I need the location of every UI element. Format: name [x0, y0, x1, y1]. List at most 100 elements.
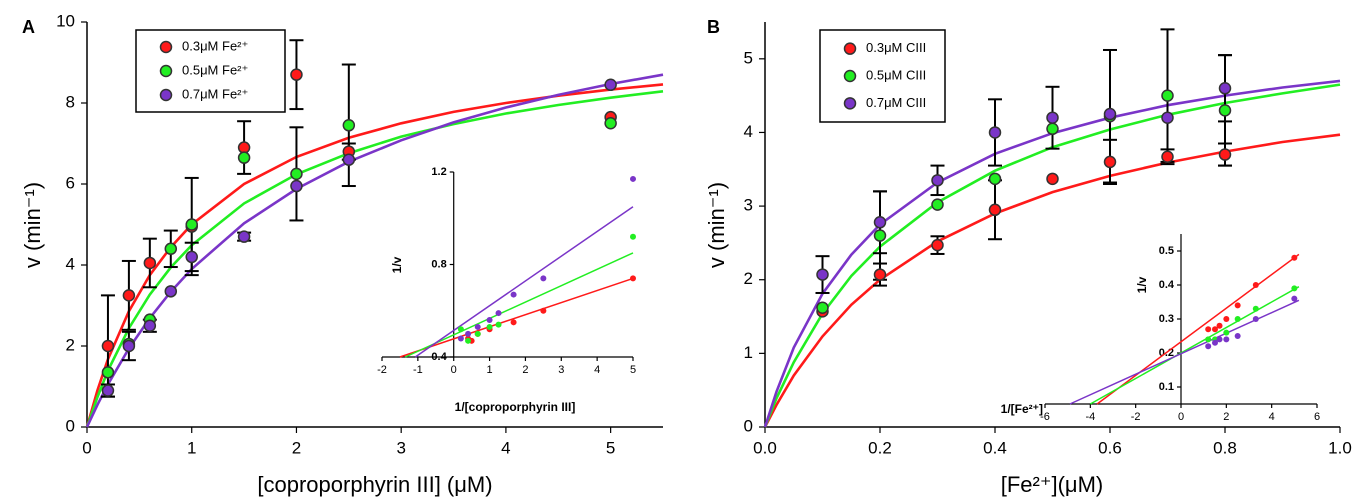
x-axis-label: 1/[coproporphyrin III] [455, 400, 576, 414]
x-tick-label: 2 [1223, 411, 1229, 423]
data-point [1291, 254, 1298, 261]
data-point [604, 78, 617, 92]
y-tick-label: 5 [744, 48, 753, 67]
x-tick-label: 0.6 [1098, 438, 1122, 457]
data-point [1223, 336, 1230, 343]
data-point [873, 229, 887, 242]
legend-label: 0.7μM Fe²⁺ [182, 86, 248, 101]
data-point [1205, 343, 1212, 350]
data-point [486, 323, 493, 330]
x-tick-label: -1 [413, 364, 423, 376]
x-tick-label: 0 [1178, 411, 1184, 423]
data-point [604, 117, 617, 130]
x-tick-label: -4 [1085, 411, 1095, 423]
x-tick-label: 0.4 [983, 438, 1007, 457]
legend-label: 0.3μM CIII [866, 40, 926, 55]
data-point [457, 335, 464, 342]
legend-marker [159, 64, 173, 78]
y-axis-label: 1/v [390, 256, 404, 273]
data-point [474, 330, 481, 337]
fit-line [1096, 253, 1300, 405]
data-point [1216, 336, 1223, 343]
legend-label: 0.7μM CIII [866, 95, 926, 110]
data-point [101, 339, 115, 353]
data-point [1223, 329, 1230, 336]
data-point [931, 238, 944, 252]
data-point [988, 126, 1002, 139]
y-tick-label: 0.1 [1159, 381, 1174, 393]
legend-label: 0.5μM Fe²⁺ [182, 62, 248, 77]
data-point [237, 141, 251, 154]
data-point [1103, 107, 1117, 121]
data-point [342, 153, 356, 166]
data-point [164, 242, 178, 256]
data-point [1205, 326, 1212, 333]
data-point [816, 268, 829, 281]
data-point [988, 172, 1002, 186]
data-point [143, 319, 157, 332]
data-point [630, 275, 636, 282]
fit-line [414, 206, 634, 358]
x-tick-label: 1 [487, 364, 493, 376]
y-tick-label: 4 [66, 254, 75, 273]
x-tick-label: 5 [630, 364, 636, 376]
panel-label: B [707, 17, 720, 37]
data-point [1161, 89, 1174, 102]
data-point [630, 175, 636, 182]
data-point [101, 384, 115, 397]
data-point [1046, 122, 1059, 136]
fit-line [1069, 299, 1300, 405]
legend-marker [159, 88, 173, 102]
y-tick-label: 0.4 [1159, 279, 1175, 291]
y-tick-label: 0.5 [1159, 245, 1174, 257]
y-tick-label: 4 [744, 122, 753, 141]
x-tick-label: 0.2 [868, 438, 892, 457]
legend-box [819, 29, 946, 123]
legend-marker [843, 42, 857, 55]
data-point [988, 203, 1002, 217]
y-tick-label: 8 [66, 92, 75, 111]
data-point [164, 285, 178, 298]
x-tick-label: 4 [594, 364, 600, 376]
fit-line [763, 83, 1341, 428]
data-point [540, 307, 547, 314]
legend-label: 0.5μM CIII [866, 67, 926, 82]
fit-line [763, 133, 1341, 428]
data-point [931, 174, 944, 187]
data-point [1161, 150, 1174, 164]
data-point [816, 301, 829, 314]
data-point [495, 321, 502, 328]
data-point [1103, 155, 1117, 169]
x-tick-label: 3 [558, 364, 564, 376]
data-point [465, 337, 472, 344]
data-point [1234, 333, 1241, 339]
x-tick-label: -2 [377, 364, 387, 376]
data-point [486, 317, 493, 323]
data-point [290, 179, 303, 193]
y-tick-label: 6 [66, 173, 75, 192]
y-tick-label: 2 [66, 335, 75, 354]
x-tick-label: 6 [1314, 411, 1320, 423]
data-point [465, 330, 472, 337]
legend-label: 0.3μM Fe²⁺ [182, 38, 248, 53]
data-point [237, 230, 251, 243]
data-point [122, 289, 136, 302]
data-point [931, 198, 944, 211]
data-point [510, 319, 517, 326]
fit-line [1089, 286, 1300, 405]
x-tick-label: 1 [187, 438, 196, 457]
data-point [510, 291, 517, 298]
y-axis-label: 1/v [1135, 276, 1149, 293]
data-point [342, 119, 356, 132]
x-tick-label: 0 [451, 364, 457, 376]
panel-label: A [22, 17, 35, 37]
x-tick-label: 4 [501, 438, 510, 457]
fit-line [399, 277, 634, 358]
data-point [1291, 295, 1298, 302]
x-tick-label: 0.0 [753, 438, 777, 457]
legend-marker [843, 97, 857, 110]
x-tick-label: 0 [82, 438, 91, 457]
x-axis-label: [Fe²⁺](μM) [1001, 472, 1104, 497]
data-point [122, 339, 136, 353]
